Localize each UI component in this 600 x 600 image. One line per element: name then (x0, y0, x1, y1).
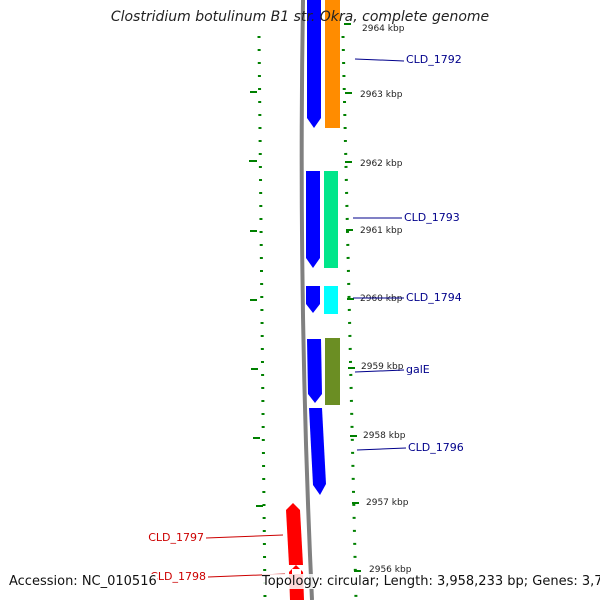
kbp-label: 2964 kbp (362, 24, 405, 34)
cds-arrow (306, 171, 320, 268)
kbp-label: 2960 kbp (360, 294, 403, 304)
outer-tick-ring (341, 35, 358, 600)
label-leaders (205, 58, 407, 578)
kbp-label: 2958 kbp (363, 431, 406, 441)
kbp-label: 2963 kbp (360, 90, 403, 100)
map-title: Clostridium botulinum B1 str. Okra, comp… (110, 9, 490, 25)
kbp-label: 2962 kbp (360, 159, 403, 169)
genome-summary-text: Topology: circular; Length: 3,958,233 bp… (262, 574, 600, 589)
kbp-label: 2956 kbp (369, 565, 412, 575)
gene-marker-cld-1798 (292, 569, 301, 574)
gene-block-cld-1793 (324, 171, 338, 268)
kbp-scale-labels: 2964 kbp 2963 kbp 2962 kbp 2961 kbp 2960… (360, 24, 412, 575)
cds-arrow (307, 0, 321, 128)
gene-label-cld-1792[interactable]: CLD_1792 (406, 53, 462, 66)
outer-major-ticks (344, 23, 361, 572)
kbp-label: 2959 kbp (361, 362, 404, 372)
gene-block-cld-1792 (325, 0, 340, 128)
kbp-label: 2961 kbp (360, 226, 403, 236)
gene-arrow-cld-1797 (286, 503, 303, 565)
gene-label-gale[interactable]: galE (406, 363, 430, 376)
gene-label-cld-1797[interactable]: CLD_1797 (148, 531, 204, 544)
cds-track (306, 0, 326, 495)
gene-label-cld-1798[interactable]: CLD_1798 (150, 570, 206, 583)
gene-label-cld-1794[interactable]: CLD_1794 (406, 291, 462, 304)
cds-arrow (307, 339, 322, 403)
cds-arrow (309, 408, 326, 495)
accession-text: Accession: NC_010516 (9, 574, 157, 589)
gene-block-gale (325, 338, 340, 405)
gene-label-cld-1796[interactable]: CLD_1796 (408, 441, 464, 454)
genome-backbone (299, 0, 314, 600)
cds-arrow (306, 286, 320, 313)
gene-label-cld-1793[interactable]: CLD_1793 (404, 211, 460, 224)
gene-block-cld-1794 (324, 286, 338, 314)
inner-major-ticks (249, 91, 263, 507)
inner-tick-ring (257, 35, 267, 600)
kbp-label: 2957 kbp (366, 498, 409, 508)
